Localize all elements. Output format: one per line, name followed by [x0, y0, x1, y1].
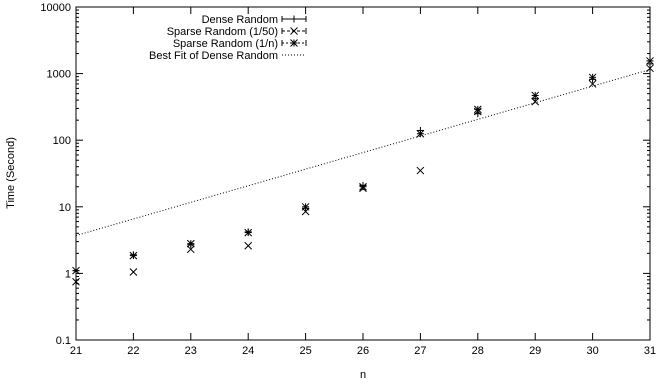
data-point: [588, 80, 597, 88]
marker-stroke: [531, 91, 540, 100]
marker-stroke: [531, 97, 540, 106]
data-point: [129, 268, 138, 276]
y-tick-label: 0.1: [56, 335, 71, 347]
y-tick-label: 1: [65, 268, 71, 280]
marker-stroke: [301, 202, 310, 211]
marker-stroke: [416, 166, 425, 175]
legend-label: Dense Random: [202, 14, 278, 26]
marker-stroke: [72, 266, 80, 275]
x-tick-label: 22: [127, 345, 139, 357]
series-layer: [72, 57, 654, 286]
marker-stroke: [186, 245, 195, 254]
y-axis-label: Time (Second): [5, 137, 17, 209]
series: [72, 60, 654, 275]
marker-stroke: [359, 182, 367, 191]
marker-stroke: [186, 239, 195, 248]
data-point: [416, 129, 425, 138]
marker-stroke: [290, 39, 298, 47]
marker-stroke: [290, 27, 298, 35]
x-tick-label: 26: [357, 345, 369, 357]
marker-stroke: [244, 241, 253, 250]
legend-label: Best Fit of Dense Random: [149, 50, 278, 62]
x-tick-label: 24: [242, 345, 254, 357]
data-point: [301, 202, 310, 211]
x-tick-label: 27: [414, 345, 426, 357]
data-point: [646, 57, 654, 65]
legend-label: Sparse Random (1/n): [173, 38, 278, 50]
marker-stroke: [129, 268, 138, 276]
legend-sample: [281, 15, 307, 23]
data-point: [416, 166, 425, 175]
data-point: [186, 245, 195, 254]
x-tick-label: 30: [586, 345, 598, 357]
marker-stroke: [416, 129, 425, 138]
series: [72, 57, 654, 275]
data-point: [244, 228, 253, 237]
data-point: [72, 277, 80, 286]
x-tick-label: 23: [185, 345, 197, 357]
data-point: [244, 241, 253, 250]
series: [75, 69, 651, 237]
data-point: [531, 91, 540, 100]
data-point: [588, 73, 597, 82]
data-point: [359, 182, 367, 191]
legend-sample: [281, 39, 307, 47]
data-point: [531, 97, 540, 106]
data-point: [129, 251, 138, 260]
marker-stroke: [588, 80, 597, 88]
y-tick-labels: 0.1 1 10 100 1000 10000: [40, 2, 71, 347]
y-tick-label: 1000: [47, 69, 71, 81]
y-tick-label: 100: [53, 135, 71, 147]
y-tick-label: 10: [59, 202, 71, 214]
data-point: [186, 239, 195, 248]
series: [72, 64, 654, 286]
y-tick-label: 10000: [40, 2, 71, 14]
marker-stroke: [72, 277, 80, 286]
marker-stroke: [646, 57, 654, 65]
marker-stroke: [473, 105, 482, 114]
legend-sample: [281, 27, 307, 35]
legend-label: Sparse Random (1/50): [167, 26, 278, 38]
x-tick-labels: 21 22 23 24 25 26 27 28 29 30 31: [70, 345, 656, 357]
marker-stroke: [588, 73, 597, 82]
x-tick-label: 28: [472, 345, 484, 357]
x-tick-label: 31: [644, 345, 656, 357]
x-axis-label: n: [360, 369, 366, 381]
x-tick-label: 21: [70, 345, 82, 357]
x-tick-label: 25: [299, 345, 311, 357]
x-tick-label: 29: [529, 345, 541, 357]
marker-stroke: [244, 228, 253, 237]
marker-stroke: [129, 251, 138, 260]
data-point: [473, 105, 482, 114]
data-point: [72, 266, 80, 275]
axis-ticks: [75, 6, 651, 341]
best-fit-line: [75, 69, 651, 237]
